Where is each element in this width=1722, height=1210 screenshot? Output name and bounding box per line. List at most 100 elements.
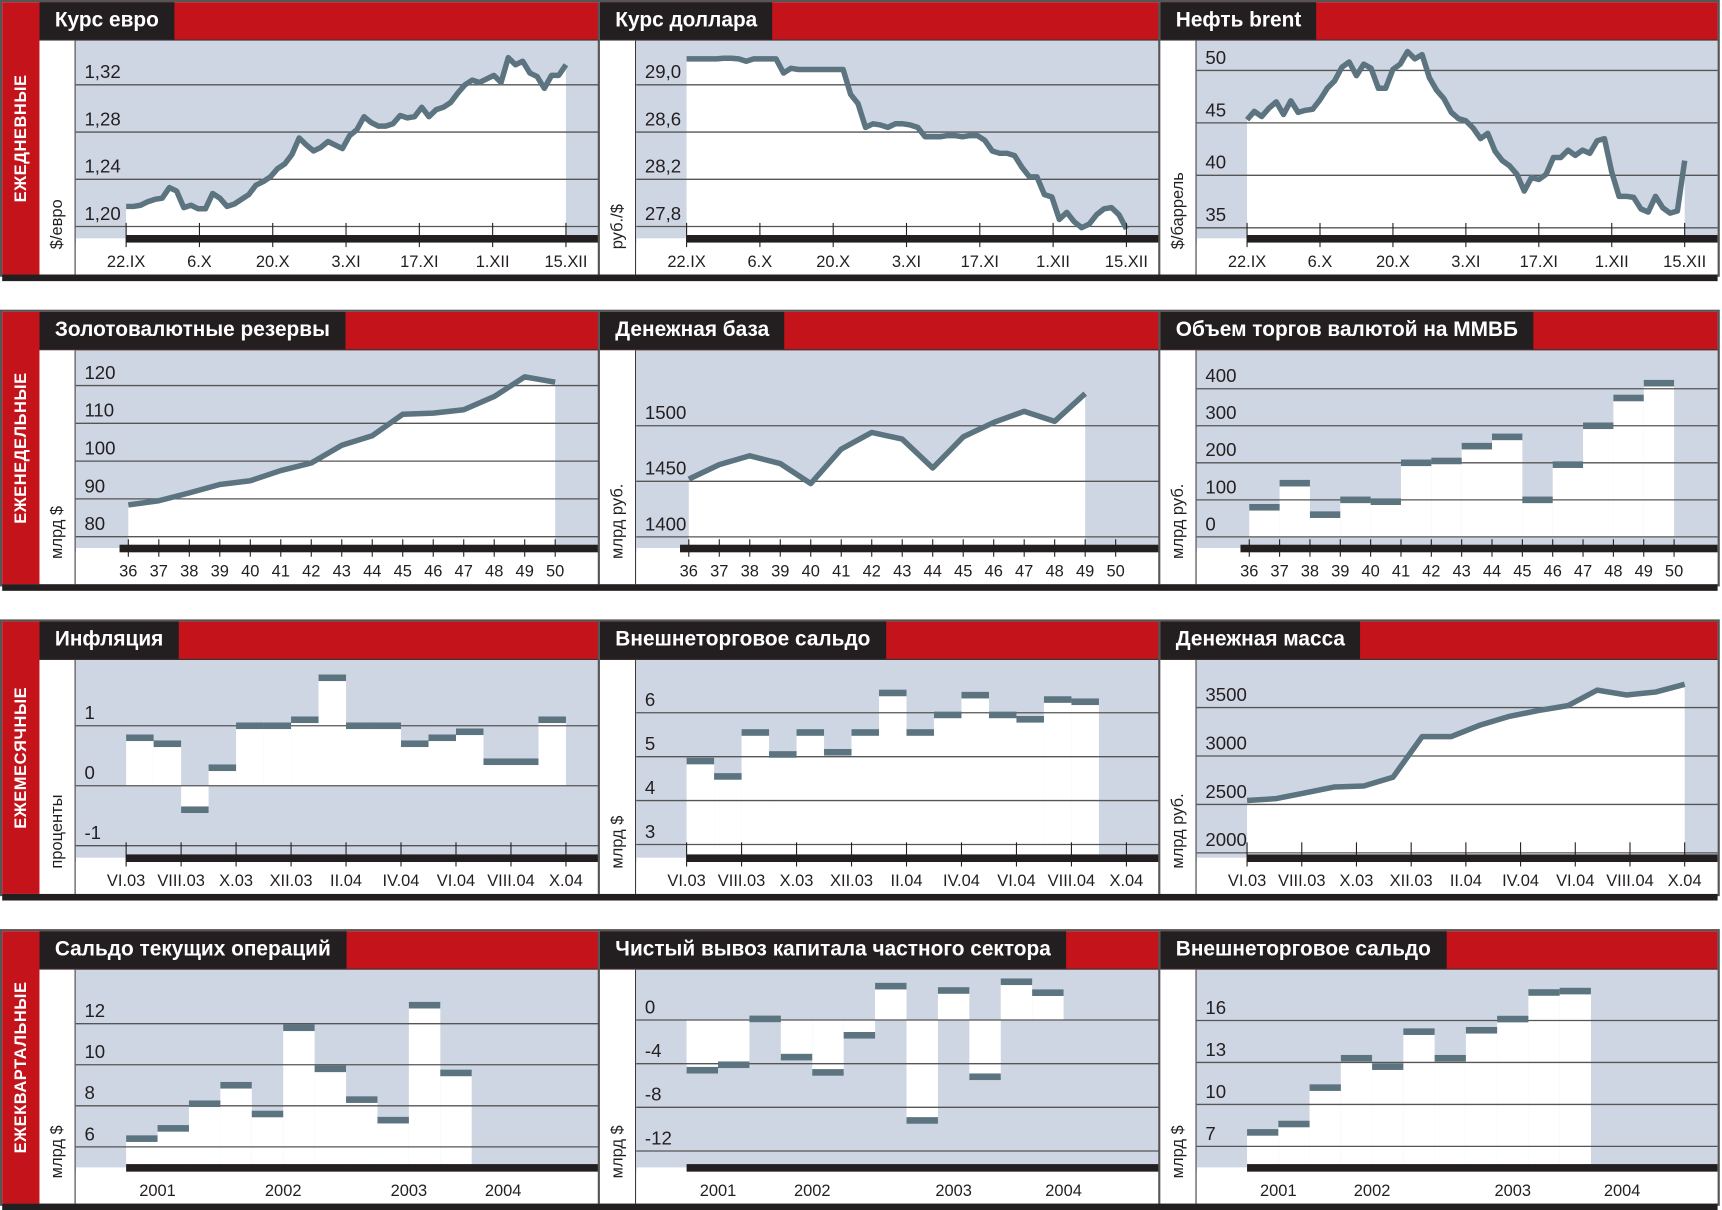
panel-header: Курс евро [39, 2, 598, 40]
data-bar-level [429, 734, 456, 741]
y-tick-label: 0 [84, 762, 94, 783]
data-bar-level [154, 740, 181, 747]
chart-title: Инфляция [39, 622, 178, 659]
bar-fill [938, 991, 969, 1020]
y-tick-label: 3500 [1205, 684, 1246, 705]
data-bar-level [1403, 1028, 1434, 1035]
bar-fill [1497, 1019, 1528, 1167]
data-bar-level [852, 729, 879, 736]
x-tick-label: 2003 [391, 1182, 428, 1200]
y-axis-label-strip: млрд $ [1160, 970, 1196, 1204]
bar-fill [718, 1020, 749, 1065]
y-axis-label: проценты [48, 795, 67, 869]
data-bar-level [189, 1100, 220, 1107]
x-tick-label: 37 [150, 563, 168, 581]
data-bar-level [1249, 504, 1279, 511]
x-tick-label: 49 [1076, 563, 1094, 581]
x-tick-label: 2002 [1354, 1182, 1391, 1200]
x-tick-label: VI.03 [667, 872, 705, 890]
bar-fill [852, 732, 879, 857]
y-axis-label: млрд $ [608, 816, 627, 869]
bar-fill [264, 726, 291, 786]
bar-fill [1435, 1058, 1466, 1167]
x-tick-label: 40 [241, 563, 259, 581]
x-tick-label: 46 [1544, 563, 1562, 581]
y-axis-label: млрд руб. [1169, 484, 1188, 559]
data-bar-level [158, 1125, 189, 1132]
y-tick-label: 2000 [1205, 829, 1246, 850]
y-axis-label-strip: млрд $ [39, 970, 75, 1204]
x-axis-bar [680, 545, 1159, 553]
chart-title: Нефть brent [1160, 2, 1316, 39]
frequency-label-text: ЕЖЕКВАРТАЛЬНЫЕ [12, 982, 31, 1154]
chart-title: Золотовалютные резервы [39, 312, 345, 349]
x-tick-label: 42 [302, 563, 320, 581]
x-tick-label: 49 [1635, 563, 1653, 581]
x-tick-label: 22.IX [1228, 253, 1266, 271]
y-tick-label: 13 [1205, 1039, 1226, 1060]
x-tick-label: 41 [1392, 563, 1410, 581]
bar-fill [797, 732, 824, 857]
frequency-label-text: ЕЖЕМЕСЯЧНЫЕ [12, 687, 31, 829]
y-tick-label: 1450 [645, 458, 686, 479]
bar-fill [1278, 1124, 1309, 1167]
bar-fill [969, 1020, 1000, 1077]
x-tick-label: X.03 [780, 872, 814, 890]
data-bar-level [483, 758, 510, 765]
x-tick-label: 47 [1015, 563, 1033, 581]
x-tick-label: 38 [741, 563, 759, 581]
panel-header: Внешнеторговое сальдо [600, 622, 1159, 660]
y-axis-label-strip: руб./$ [600, 41, 636, 275]
data-bar-level [511, 758, 538, 765]
panel-header: Сальдо текущих операций [39, 931, 598, 969]
panel-header: Денежная масса [1160, 622, 1717, 660]
frequency-label-text: ЕЖЕДНЕВНЫЕ [12, 74, 31, 202]
chart-title: Внешнеторговое сальдо [600, 622, 886, 659]
bar-fill [319, 678, 346, 786]
x-tick-label: 39 [771, 563, 789, 581]
x-tick-label: X.04 [1109, 872, 1143, 890]
x-tick-label: 41 [272, 563, 290, 581]
bar-fill [989, 715, 1016, 858]
x-tick-label: 40 [802, 563, 820, 581]
bar-fill [1341, 1058, 1372, 1167]
x-tick-label: 6.X [187, 253, 212, 271]
bar-fill [1431, 461, 1461, 537]
x-tick-label: XII.03 [270, 872, 313, 890]
bar-fill [483, 762, 510, 786]
x-tick-label: 22.IX [667, 253, 705, 271]
data-bar-level [1001, 978, 1032, 985]
x-tick-label: 46 [424, 563, 442, 581]
data-bar-level [812, 1069, 843, 1076]
x-tick-label: 50 [1665, 563, 1683, 581]
x-tick-label: X.04 [1668, 872, 1702, 890]
data-bar-level [291, 716, 318, 723]
y-tick-label: 12 [84, 1000, 105, 1021]
x-tick-label: 43 [333, 563, 351, 581]
x-tick-label: II.04 [891, 872, 923, 890]
bar-fill [158, 1128, 189, 1167]
bar-fill [1613, 398, 1643, 537]
data-bar-level [1528, 989, 1559, 996]
frequency-label: ЕЖЕМЕСЯЧНЫЕ [2, 622, 39, 894]
y-tick-label: 6 [645, 689, 655, 710]
x-tick-label: 44 [924, 563, 942, 581]
y-axis-label: $/баррель [1169, 172, 1188, 249]
bar-fill [1560, 991, 1591, 1167]
y-tick-label: 8 [84, 1082, 94, 1103]
x-tick-label: 1.XII [1595, 253, 1629, 271]
panel-header: Нефть brent [1160, 2, 1717, 40]
x-axis-bar [1247, 1164, 1718, 1172]
y-tick-label: 16 [1205, 997, 1226, 1018]
data-bar-level [1462, 443, 1492, 450]
y-axis-label: руб./$ [608, 204, 627, 249]
